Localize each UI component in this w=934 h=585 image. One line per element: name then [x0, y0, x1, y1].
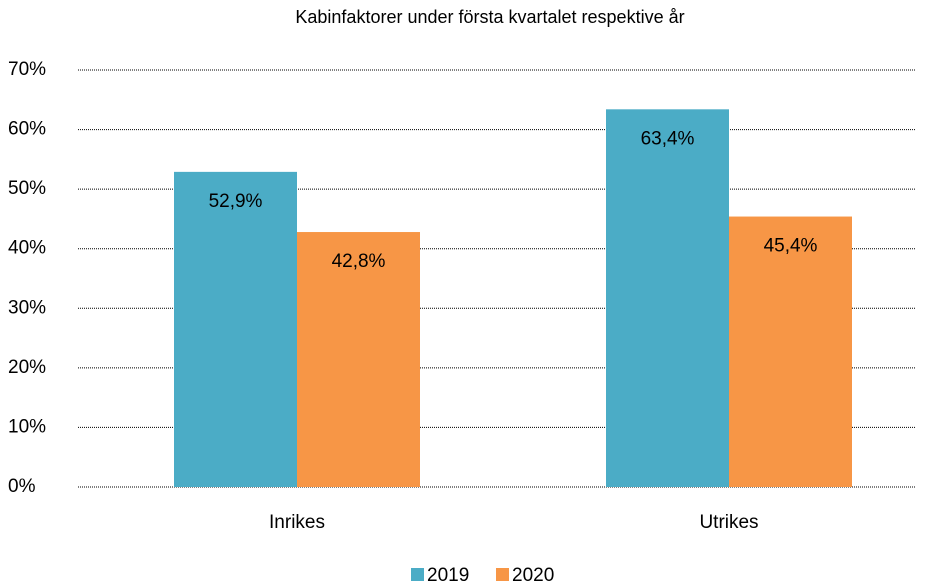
x-tick-label: Inrikes: [269, 512, 325, 533]
chart-title: Kabinfaktorer under första kvartalet res…: [295, 7, 684, 27]
y-tick-label: 40%: [8, 238, 46, 259]
legend-swatch: [411, 568, 424, 581]
y-tick-label: 10%: [8, 416, 46, 437]
legend-label: 2019: [427, 565, 469, 585]
y-tick-label: 30%: [8, 297, 46, 318]
data-label: 63,4%: [641, 128, 695, 149]
legend-swatch: [496, 568, 509, 581]
bar: [606, 109, 729, 488]
y-tick-label: 0%: [8, 476, 36, 497]
y-tick-label: 50%: [8, 178, 46, 199]
bar: [174, 171, 297, 488]
y-tick-label: 70%: [8, 59, 46, 80]
data-label: 42,8%: [332, 251, 386, 272]
data-label: 45,4%: [764, 236, 818, 257]
bar: [729, 216, 852, 487]
bar: [297, 232, 420, 487]
y-tick-label: 20%: [8, 357, 46, 378]
legend-label: 2020: [512, 565, 554, 585]
x-tick-label: Utrikes: [699, 512, 758, 533]
data-label: 52,9%: [209, 191, 263, 212]
y-tick-label: 60%: [8, 119, 46, 140]
